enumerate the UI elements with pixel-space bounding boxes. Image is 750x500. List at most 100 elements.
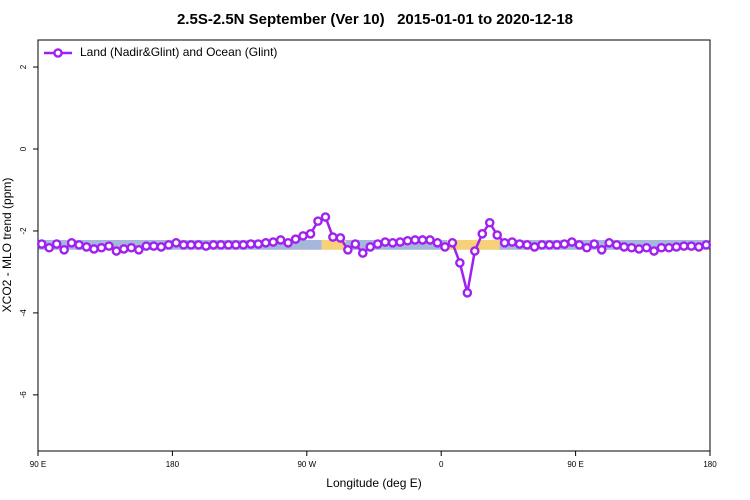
data-point [238,240,249,250]
data-point [365,242,376,252]
x-tick-label: 0 [439,460,444,469]
data-point [141,241,152,251]
data-point [193,240,204,250]
data-point [231,240,241,250]
data-point [133,245,144,255]
y-axis-label: XCO2 - MLO trend (ppm) [0,178,14,313]
data-point [208,240,219,250]
data-point [260,238,271,248]
reference-band [321,239,346,250]
data-point [171,238,181,248]
data-point [686,241,697,251]
data-point [163,240,174,250]
data-point [44,242,55,253]
data-point [111,246,122,256]
data-point [649,246,659,256]
data-point [656,242,667,253]
data-point [275,235,286,245]
x-axis-label: Longitude (deg E) [326,476,421,490]
data-point [626,242,637,253]
data-point [529,242,540,252]
data-point [126,242,137,253]
data-point [343,245,353,255]
data-point [402,235,413,246]
y-tick-label: -6 [19,391,28,399]
data-point [492,230,503,240]
data-point [671,242,682,252]
data-point [81,242,92,252]
data-point [455,258,465,268]
y-tick-label: -2 [19,227,28,235]
data-point [223,240,234,250]
data-point [305,229,316,239]
data-point [582,242,592,253]
data-point [156,242,166,252]
data-point [694,242,704,252]
y-tick-label: 0 [19,146,28,151]
data-point [477,229,488,239]
series-line [41,215,707,294]
data-point [417,235,428,245]
data-point [66,238,77,248]
data-point [484,217,495,228]
chart-title: 2.5S-2.5N September (Ver 10) 2015-01-01 … [177,11,573,28]
data-point [611,240,622,250]
legend-label: Land (Nadir&Glint) and Ocean (Glint) [80,45,277,59]
data-point [574,240,585,250]
data-point [552,240,562,250]
data-point [567,237,577,247]
data-point [395,237,405,247]
data-point [186,240,196,250]
y-tick-label: -4 [19,309,28,317]
data-point [290,234,301,244]
data-point [589,239,600,249]
data-point [514,239,525,249]
data-point [432,238,443,248]
data-point [253,239,264,249]
data-point [664,242,674,253]
data-point [462,288,473,298]
data-point [328,232,338,242]
data-point [537,240,547,250]
data-point [380,237,391,247]
data-point [596,245,607,255]
data-point [313,216,323,226]
data-point [104,241,114,251]
data-point [36,239,47,249]
x-tick-label: 90 E [567,460,583,469]
data-point [178,240,189,250]
data-point [283,238,293,248]
data-point [469,246,480,256]
x-tick-label: 90 W [297,460,316,469]
data-point [357,248,368,258]
data-point [335,233,346,243]
y-tick-label: 2 [19,64,28,69]
data-point [119,244,129,254]
data-point [641,242,652,253]
data-point [679,241,689,251]
data-point [372,239,383,249]
data-point [499,238,510,248]
x-tick-label: 90 E [30,460,46,469]
data-point [51,239,62,249]
data-point [216,240,226,250]
data-point [440,242,450,252]
data-point [350,239,361,249]
data-point [447,238,458,248]
data-point [298,231,308,241]
data-point [522,240,532,250]
reference-band [499,239,710,250]
data-point [387,238,398,248]
data-point [320,212,331,222]
data-point [410,235,420,245]
reference-band [447,239,500,250]
data-point [59,245,69,255]
data-point [201,241,211,251]
data-point [507,237,517,247]
legend-marker [53,48,63,58]
data-point [74,240,84,250]
data-point [245,239,256,249]
data-point [96,242,107,253]
